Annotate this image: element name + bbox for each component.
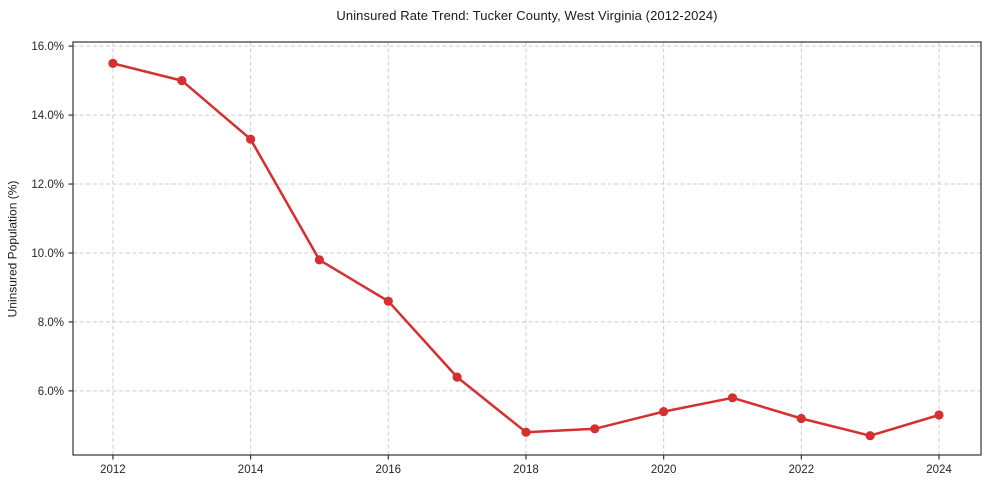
data-point-2023 — [865, 431, 875, 441]
data-point-2019 — [590, 424, 600, 434]
x-tick-label: 2016 — [375, 464, 401, 476]
x-tick-label: 2018 — [513, 464, 539, 476]
data-point-2016 — [383, 296, 393, 306]
data-point-2014 — [246, 134, 256, 144]
data-point-2020 — [659, 407, 669, 417]
x-tick-label: 2014 — [238, 464, 264, 476]
x-tick-label: 2012 — [100, 464, 126, 476]
data-point-2021 — [727, 393, 738, 403]
y-tick-label: 12.0% — [31, 179, 64, 191]
data-point-2018 — [521, 427, 531, 437]
data-point-2017 — [452, 372, 462, 382]
x-tick-label: 2022 — [789, 464, 815, 476]
x-tick-label: 2020 — [651, 464, 677, 476]
plot-border — [72, 41, 982, 456]
y-tick-label: 14.0% — [31, 110, 64, 122]
y-tick-label: 8.0% — [38, 317, 64, 329]
data-point-2015 — [314, 255, 324, 265]
data-point-2024 — [934, 410, 944, 420]
data-point-2012 — [108, 58, 118, 68]
y-tick-label: 10.0% — [31, 248, 64, 260]
x-tick-label: 2024 — [926, 464, 952, 476]
y-tick-label: 6.0% — [38, 386, 64, 398]
y-tick-label: 16.0% — [31, 41, 64, 53]
data-point-2022 — [796, 413, 806, 424]
y-axis-title: Uninsured Population (%) — [5, 180, 20, 318]
data-point-2013 — [177, 76, 187, 86]
chart-title: Uninsured Rate Trend: Tucker County, Wes… — [336, 8, 718, 23]
